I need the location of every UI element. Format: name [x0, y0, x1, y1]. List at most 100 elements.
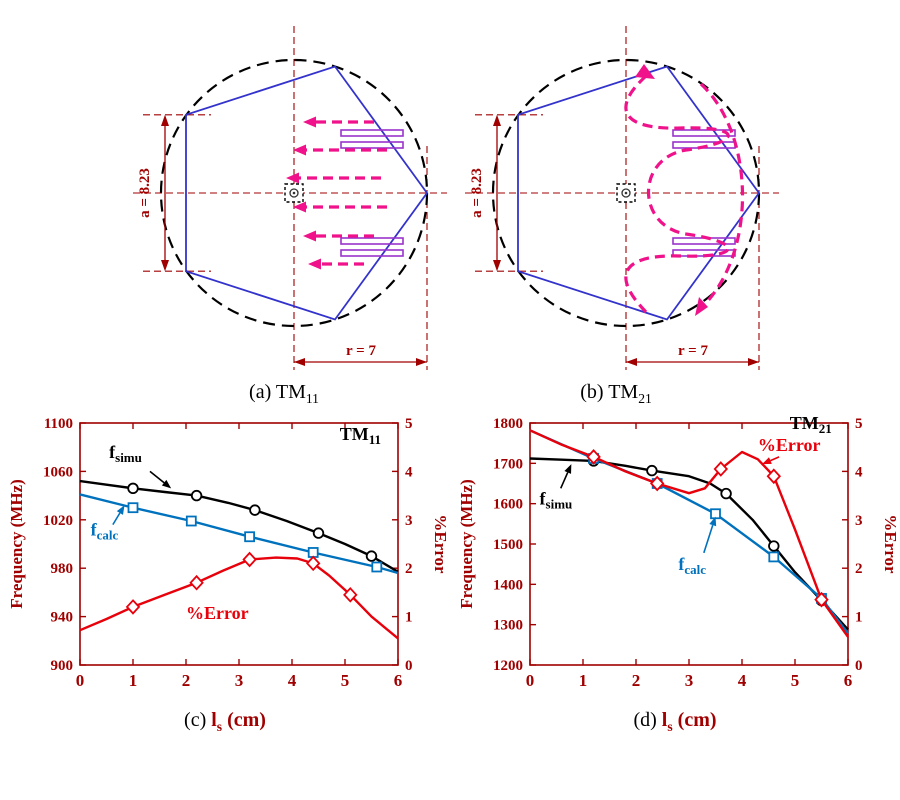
y-tick-label-right: 4	[855, 464, 863, 480]
annotation-f-simu-label: fsimu	[540, 488, 573, 511]
y-tick-label-left: 1200	[493, 658, 523, 674]
diagram-tm21: a = 8.23 r = 7	[451, 18, 781, 407]
marker-diamond	[125, 599, 141, 615]
y-tick-label-left: 1800	[493, 416, 523, 432]
dimension-a-arrow	[161, 114, 169, 272]
chart-tm21: 0 1 2 3 4 5 6 1200 1300 1400 1500 1600 1700 1800 0 1 2 3 4…	[452, 409, 898, 735]
marker-diamond	[189, 574, 204, 591]
mode-label: TM21	[608, 381, 652, 406]
y-tick-label-left: 940	[51, 610, 74, 626]
x-tick-label: 6	[844, 671, 853, 690]
x-tick-label: 5	[341, 671, 350, 690]
dimension-r-arrow	[626, 358, 759, 366]
probe-slot-bar	[340, 129, 404, 137]
diagram-tm21-canvas: a = 8.23 r = 7	[465, 26, 779, 370]
marker-circle	[646, 464, 658, 477]
y-axis-label-left: Frequency (MHz)	[7, 479, 26, 609]
patch-pentagon	[185, 65, 429, 321]
x-tick-label: 2	[632, 671, 641, 690]
marker-diamond	[766, 468, 782, 485]
y-tick-label-right: 1	[855, 610, 863, 626]
mode-label-sub: 11	[305, 391, 319, 406]
diagram-caption: (a) TM11	[119, 381, 449, 407]
probe-slot-bar	[340, 237, 404, 245]
panel-letter: (a)	[249, 381, 272, 403]
e-field-loops	[624, 74, 745, 314]
annotation-arrow-line	[770, 456, 780, 462]
diagrams-row: a = 8.23 r = 7	[119, 18, 781, 407]
dim-a-arrowhead-top	[161, 114, 169, 126]
diagram-caption: (b) TM21	[451, 381, 781, 407]
chart-tm21-canvas: 0 1 2 3 4 5 6 1200 1300 1400 1500 1600 1700 1800 0 1 2 3 4…	[457, 413, 898, 690]
mode-label-main: TM	[608, 381, 639, 403]
panel-letter: (b)	[580, 381, 604, 403]
x-tick-label: 3	[685, 671, 694, 690]
x-tick-label: 0	[76, 671, 85, 690]
dimension-r-arrow	[294, 358, 427, 366]
y-tick-label-left: 1020	[43, 513, 73, 529]
annotation-arrowhead	[564, 464, 572, 474]
dim-r-arrowhead-right	[748, 358, 759, 366]
x-axis-label-unit: (cm)	[677, 709, 717, 731]
probe-slot-bar	[340, 141, 404, 149]
mode-label: TM11	[276, 381, 319, 406]
dim-a-label: a = 8.23	[469, 168, 485, 218]
dim-r-label: r = 7	[346, 343, 376, 359]
annotation-arrow-line	[560, 472, 569, 489]
y-tick-label-left: 1600	[493, 497, 523, 513]
y-tick-label-right: 4	[405, 464, 413, 480]
y-tick-label-right: 3	[855, 513, 863, 529]
y-tick-label-right: 2	[405, 561, 413, 577]
x-axis-label: ls (cm)	[211, 709, 266, 734]
field-arrowhead	[635, 64, 655, 79]
mode-label-sub: 21	[638, 391, 652, 406]
chart-caption: (d) ls (cm)	[452, 709, 898, 735]
annotation-f-simu-label: fsimu	[109, 442, 142, 465]
panel-letter: (c)	[184, 709, 207, 731]
marker-diamond	[814, 591, 829, 608]
dim-r-arrowhead-left	[626, 358, 637, 366]
marker-diamond	[305, 555, 321, 572]
annotation-arrowhead	[709, 516, 717, 527]
marker-circle	[365, 550, 378, 562]
annotation-mode-title: TM11	[340, 424, 381, 447]
dim-a-arrowhead-bottom	[161, 260, 169, 272]
marker-circle	[720, 487, 732, 500]
field-arrowhead	[303, 230, 316, 242]
probe-slot-bar	[672, 129, 736, 137]
annotation-error-label: %Error	[186, 603, 249, 623]
x-axis-label-unit: (cm)	[227, 709, 266, 731]
field-loop-path	[624, 74, 730, 314]
diagram-tm11-canvas: a = 8.23 r = 7	[133, 26, 447, 370]
annotation-error-label: %Error	[758, 435, 821, 455]
x-axis-label-main: l	[211, 709, 217, 731]
y-axis-label-right: %Error	[431, 514, 448, 574]
annotation-arrowhead	[762, 457, 772, 465]
charts-row: 0 1 2 3 4 5 6 900 940 980 1020 1060 1100 0 1 2 3 4 5 Freque…	[0, 409, 900, 735]
y-tick-label-right: 1	[405, 610, 413, 626]
chart-caption: (c) ls (cm)	[2, 709, 448, 735]
x-tick-label: 1	[579, 671, 588, 690]
y-tick-label-left: 1700	[493, 456, 523, 472]
marker-circle	[768, 540, 780, 552]
y-tick-label-left: 1100	[44, 416, 73, 432]
y-tick-label-right: 5	[405, 416, 413, 432]
dim-r-label: r = 7	[678, 343, 708, 359]
chart-tm11-canvas: 0 1 2 3 4 5 6 900 940 980 1020 1060 1100 0 1 2 3 4 5 Freque…	[7, 416, 448, 690]
y-tick-label-left: 1300	[493, 618, 523, 634]
x-tick-label: 5	[791, 671, 800, 690]
dim-r-arrowhead-left	[294, 358, 305, 366]
annotation-f-calc-label: fcalc	[91, 520, 119, 543]
feed-point-marker	[284, 183, 304, 203]
e-field-arrowheads	[286, 116, 321, 270]
x-tick-label: 6	[394, 671, 403, 690]
patch-pentagon	[517, 65, 761, 321]
y-tick-label-left: 980	[51, 561, 74, 577]
dim-a-label: a = 8.23	[137, 168, 153, 218]
feed-probe-slots	[672, 129, 736, 257]
x-axis-label-sub: s	[216, 719, 223, 734]
dim-a-arrowhead-bottom	[493, 260, 501, 272]
x-tick-label: 4	[738, 671, 747, 690]
y-tick-label-right: 3	[405, 513, 413, 529]
